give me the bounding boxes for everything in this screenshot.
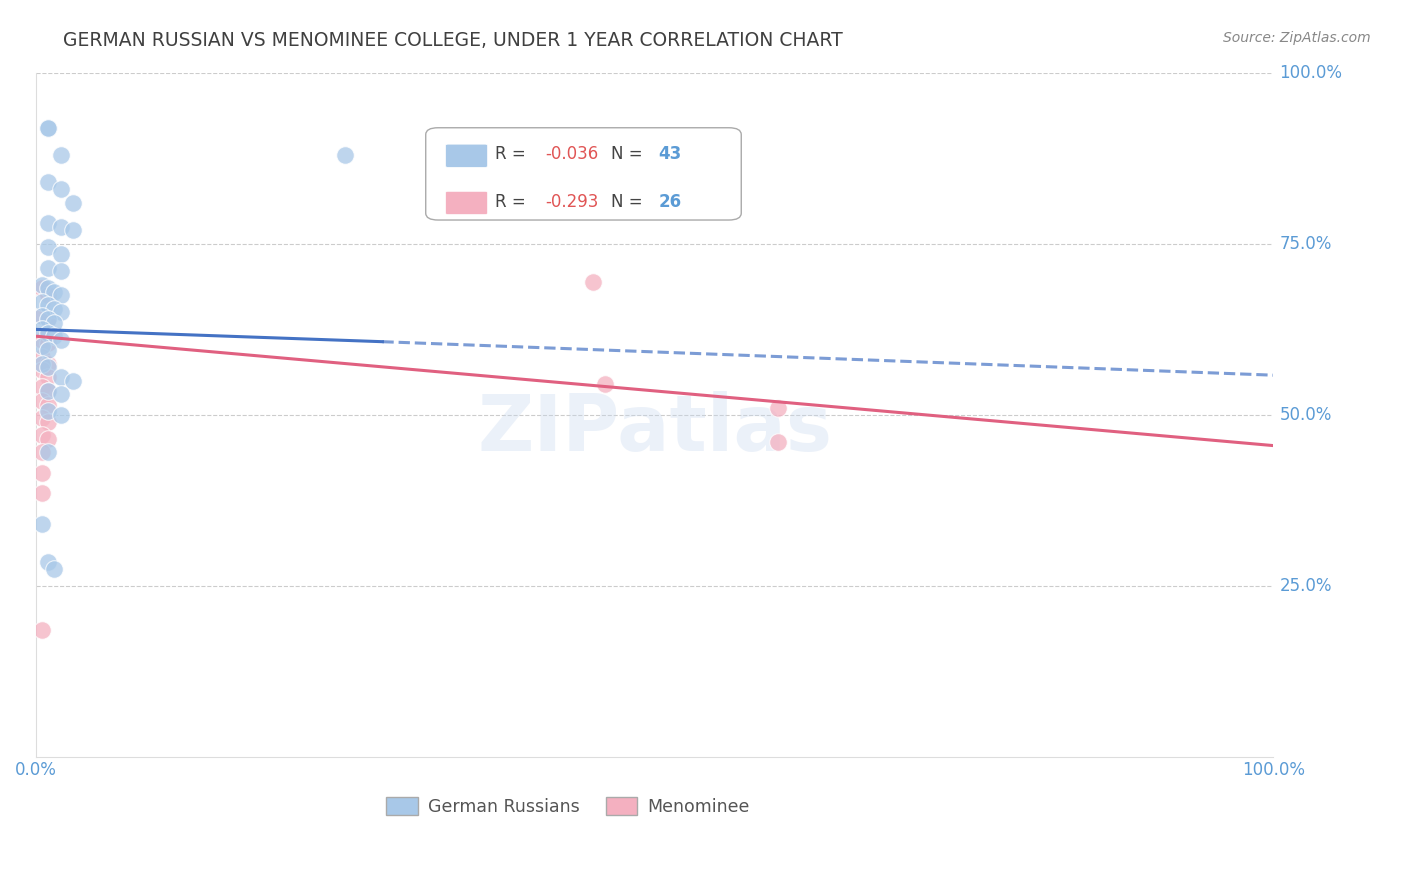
Point <box>37 298 59 312</box>
FancyBboxPatch shape <box>446 191 488 215</box>
Point <box>593 377 616 392</box>
Point <box>37 432 59 446</box>
Point <box>37 260 59 275</box>
Point <box>49 370 72 384</box>
Point <box>31 281 53 295</box>
Point <box>37 336 59 351</box>
Point <box>31 445 53 459</box>
Point <box>37 415 59 429</box>
Point <box>37 288 59 302</box>
Point <box>62 196 84 211</box>
Point <box>37 120 59 135</box>
Point <box>768 401 790 415</box>
Point <box>37 312 59 326</box>
Point <box>37 343 59 357</box>
Point <box>768 435 790 450</box>
Point <box>37 555 59 569</box>
Point <box>62 374 84 388</box>
Point <box>31 339 53 353</box>
Point <box>37 370 59 384</box>
Point <box>37 312 59 326</box>
Point <box>44 316 66 330</box>
Text: 50.0%: 50.0% <box>1279 406 1331 424</box>
Point <box>31 363 53 377</box>
Point <box>44 301 66 316</box>
Point <box>49 219 72 234</box>
Point <box>49 408 72 422</box>
Point <box>37 216 59 230</box>
Point <box>582 275 605 289</box>
Point <box>44 285 66 299</box>
Text: Source: ZipAtlas.com: Source: ZipAtlas.com <box>1223 31 1371 45</box>
Point <box>49 305 72 319</box>
Point <box>49 247 72 261</box>
Text: 43: 43 <box>658 145 682 162</box>
Point <box>37 384 59 398</box>
Point <box>335 148 357 162</box>
Point <box>62 223 84 237</box>
Text: ZIPatlas: ZIPatlas <box>477 391 832 467</box>
Point <box>37 176 59 190</box>
Point <box>44 561 66 575</box>
Point <box>37 120 59 135</box>
Text: 26: 26 <box>658 194 682 211</box>
Point <box>37 240 59 254</box>
Point <box>31 411 53 425</box>
Point <box>31 309 53 323</box>
Point <box>49 387 72 401</box>
Point <box>31 309 53 323</box>
Point <box>31 295 53 310</box>
Text: 100.0%: 100.0% <box>1279 64 1343 82</box>
Point <box>31 623 53 637</box>
Point <box>31 277 53 292</box>
Text: N =: N = <box>612 145 648 162</box>
Point <box>31 466 53 480</box>
Point <box>49 288 72 302</box>
Point <box>37 357 59 371</box>
Point <box>31 517 53 532</box>
Text: -0.293: -0.293 <box>546 194 599 211</box>
Point <box>31 333 53 347</box>
Point <box>49 333 72 347</box>
Text: R =: R = <box>495 194 531 211</box>
Point <box>31 380 53 394</box>
Point <box>49 264 72 278</box>
FancyBboxPatch shape <box>446 145 488 168</box>
Text: -0.036: -0.036 <box>546 145 599 162</box>
Legend: German Russians, Menominee: German Russians, Menominee <box>380 790 756 823</box>
Point <box>37 404 59 418</box>
Text: 25.0%: 25.0% <box>1279 577 1331 595</box>
Point <box>31 428 53 442</box>
Text: 75.0%: 75.0% <box>1279 235 1331 253</box>
Text: N =: N = <box>612 194 648 211</box>
Text: GERMAN RUSSIAN VS MENOMINEE COLLEGE, UNDER 1 YEAR CORRELATION CHART: GERMAN RUSSIAN VS MENOMINEE COLLEGE, UND… <box>63 31 844 50</box>
Point <box>31 357 53 371</box>
Point <box>31 350 53 364</box>
Point <box>37 398 59 412</box>
Text: R =: R = <box>495 145 531 162</box>
Point <box>37 445 59 459</box>
Point <box>49 182 72 196</box>
FancyBboxPatch shape <box>426 128 741 220</box>
Point <box>31 322 53 336</box>
Point <box>44 329 66 343</box>
Point <box>37 359 59 374</box>
Point <box>37 281 59 295</box>
Point <box>37 326 59 340</box>
Point <box>31 394 53 409</box>
Point <box>49 148 72 162</box>
Point <box>31 486 53 500</box>
Point <box>37 384 59 398</box>
